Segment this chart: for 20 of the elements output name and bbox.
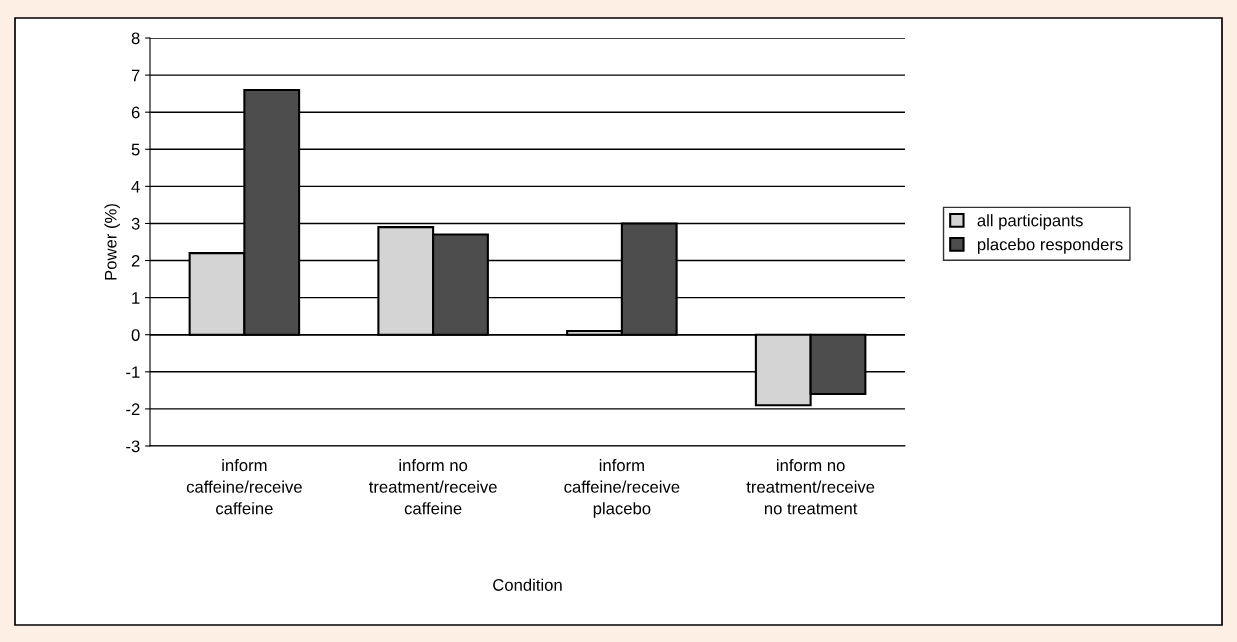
y-tick-label: 6 [131,106,140,119]
x-tick-label: inform caffeine/receive placebo [564,458,680,518]
y-tick-label: -2 [126,403,140,415]
legend-label: placebo responders [977,238,1123,254]
legend-label: all participants [977,214,1083,230]
y-tick-label: 8 [131,32,140,45]
x-axis-title: Condition [493,578,562,591]
x-tick-label: inform no treatment/receive caffeine [369,458,497,515]
y-tick-label: 0 [131,329,140,341]
x-tick-label: inform caffeine/receive caffeine [186,458,302,515]
y-tick-label: 5 [131,143,140,156]
y-tick-label: 3 [131,217,140,230]
y-tick-label: 2 [131,254,140,267]
y-tick-label: 4 [131,180,140,193]
y-tick-label: -3 [126,440,140,453]
y-tick-label: 7 [131,69,140,82]
y-axis-title: Power (%) [104,204,120,280]
y-tick-label: -1 [126,366,140,378]
x-tick-label: inform no treatment/receive no treatment [746,458,875,515]
y-tick-label: 1 [132,292,140,304]
